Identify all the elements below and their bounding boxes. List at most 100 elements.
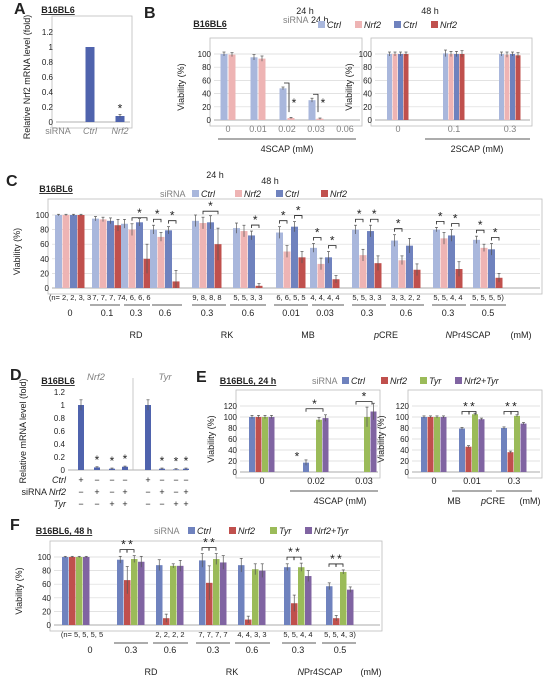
bar-ctrl xyxy=(199,560,206,625)
y-tick-label: 1.2 xyxy=(54,388,66,397)
y-tick-label: 0 xyxy=(49,118,54,127)
legend-nrf2-24h: Nrf2 xyxy=(244,189,261,199)
significance-bracket xyxy=(355,218,364,223)
significance-star: * xyxy=(128,538,133,552)
condition-mark: − xyxy=(145,487,150,497)
bar-nrf2-tyr xyxy=(268,417,275,472)
y-tick-label: 0.2 xyxy=(42,103,54,112)
panel-letter: B xyxy=(144,5,156,22)
legend-nrf2-24h: Nrf2 xyxy=(364,20,381,30)
x-tick-label: Nrf2 xyxy=(111,126,128,136)
bar-nrf2 xyxy=(206,582,213,625)
bar-ctrl xyxy=(501,428,507,472)
significance-bracket xyxy=(510,411,519,415)
y-tick-label: 20 xyxy=(202,103,211,112)
bar-ctrl xyxy=(62,557,69,625)
bar-tyr xyxy=(298,567,305,625)
panel-e-right-frame xyxy=(407,389,543,479)
bar-ctrl-24-h xyxy=(121,223,128,288)
significance-star: * xyxy=(174,455,179,469)
drug-label: RK xyxy=(226,667,239,677)
panel-b-left-frame xyxy=(209,37,363,127)
bar-tyr xyxy=(472,414,478,472)
y-tick-label: 0.8 xyxy=(42,58,54,67)
panel-title: B16BL6 xyxy=(39,184,73,194)
bar-tyr xyxy=(262,417,268,472)
y-tick-label: 100 xyxy=(224,413,238,422)
panel-c-frame xyxy=(47,198,543,295)
significance-bracket xyxy=(313,237,322,241)
significance-star: * xyxy=(321,96,326,110)
bar-nrf2-tyr xyxy=(83,557,90,625)
bar-ctrl-48h xyxy=(454,54,459,120)
condition-mark: − xyxy=(78,499,83,509)
panel-f-frame xyxy=(49,540,383,632)
significance-star: * xyxy=(295,449,300,463)
y-tick-label: 0 xyxy=(207,116,212,125)
significance-star: * xyxy=(95,453,100,467)
condition-mark: − xyxy=(145,499,150,509)
significance-star: * xyxy=(330,234,335,248)
significance-star: * xyxy=(357,207,362,221)
n-label: 4, 6, 6, 6 xyxy=(121,293,150,302)
significance-star: * xyxy=(453,212,458,226)
y-tick-label: 40 xyxy=(228,446,237,455)
x-tick-label: 0.3 xyxy=(130,308,143,318)
legend-sirna: siRNA xyxy=(283,15,309,25)
n-label: 3, 3, 2, 2 xyxy=(391,293,420,302)
significance-star: * xyxy=(337,552,342,566)
x-tick-label: 0 xyxy=(431,476,436,486)
legend-swatch xyxy=(276,190,283,197)
bar-nrf2 xyxy=(69,557,76,625)
legend-swatch xyxy=(455,377,462,384)
x-tick-label: 0.6 xyxy=(400,308,413,318)
significance-star: * xyxy=(160,454,165,468)
drug-label: pCRE xyxy=(480,496,505,506)
x-tick-label: 0.01 xyxy=(249,124,267,134)
condition-mark: + xyxy=(183,499,188,509)
drug-label-rest: Pr4SCAP xyxy=(304,667,343,677)
bar-ctrl-24h xyxy=(279,88,287,120)
y-tick-label: 1 xyxy=(61,401,66,410)
x-tick-label: 0.6 xyxy=(242,308,255,318)
bar-tyr xyxy=(170,565,177,625)
bar xyxy=(94,467,100,470)
n-label: 4, 4, 4, 4 xyxy=(310,293,339,302)
bar-tyr xyxy=(316,419,322,472)
significance-bracket xyxy=(335,563,344,567)
bar-tyr xyxy=(213,559,220,625)
y-tick-label: 80 xyxy=(42,567,51,576)
y-tick-label: 60 xyxy=(400,435,409,444)
y-tick-label: 20 xyxy=(40,269,49,278)
bar-ctrl xyxy=(326,586,333,625)
significance-star: * xyxy=(184,454,189,468)
significance-star: * xyxy=(253,213,258,227)
y-tick-label: 40 xyxy=(400,446,409,455)
bar-ctrl-48-h xyxy=(406,245,413,288)
significance-star: * xyxy=(438,209,443,223)
bar-nrf2-48-h xyxy=(214,244,222,288)
y-tick-label: 0 xyxy=(405,468,410,477)
legend-swatch xyxy=(318,21,325,28)
y-tick-label: 60 xyxy=(40,240,49,249)
x-tick-label: 0.03 xyxy=(316,308,334,318)
condition-mark: − xyxy=(183,475,188,485)
n-label: 5, 5, 4, 4 xyxy=(433,293,462,302)
bar-ctrl-24-h xyxy=(391,240,398,288)
x-tick-label: 0.5 xyxy=(334,645,347,655)
legend-swatch xyxy=(342,377,349,384)
bar-nrf2 xyxy=(465,446,472,472)
x-tick-label: 0.02 xyxy=(307,476,325,486)
panel-title: B16BL6 xyxy=(41,376,75,386)
n-label: 7, 7, 7, 7 xyxy=(198,630,227,639)
x-tick-label: 0 xyxy=(259,476,264,486)
condition-mark: − xyxy=(78,487,83,497)
n-label: 5, 5, 5, 5) xyxy=(472,293,504,302)
row-label: Ctrl xyxy=(52,475,67,485)
condition-mark: + xyxy=(159,487,164,497)
legend-swatch xyxy=(394,21,401,28)
bar-ctrl-24-h xyxy=(150,229,157,288)
y-tick-label: 0.2 xyxy=(54,453,66,462)
panel-b-right-frame xyxy=(370,37,533,127)
